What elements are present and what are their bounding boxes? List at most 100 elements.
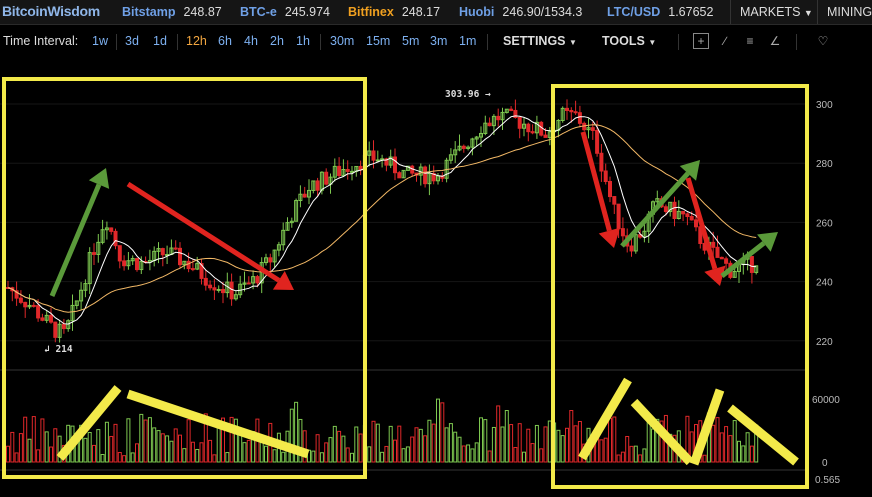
arrow-head	[679, 160, 700, 181]
ma-fast-line	[7, 115, 757, 325]
volume-bar	[719, 432, 724, 463]
volume-bar	[526, 428, 531, 463]
ticker-price: 246.90/1534.3	[502, 5, 583, 19]
volume-bar	[311, 450, 316, 463]
candle-body	[496, 115, 501, 121]
site-logo[interactable]: BitcoinWisdom	[2, 3, 100, 19]
candle-body	[663, 206, 668, 213]
interval-4h[interactable]: 4h	[244, 34, 258, 48]
volume-bar	[479, 417, 483, 463]
volume-bar	[629, 445, 634, 463]
volume-bar	[616, 454, 621, 463]
candle-body	[49, 314, 53, 323]
candle-body	[199, 263, 204, 279]
candle-body	[57, 323, 62, 338]
tools-label: TOOLS	[602, 34, 645, 48]
candle-body	[268, 257, 273, 263]
candle-body	[117, 245, 122, 262]
candle-body	[100, 229, 105, 243]
volume-bar	[620, 451, 625, 463]
candle-body	[590, 127, 595, 131]
candle-body	[40, 317, 45, 321]
ticker-btce[interactable]: BTC-e 245.974	[240, 5, 330, 19]
volume-bar	[229, 416, 234, 463]
interval-2h[interactable]: 2h	[270, 34, 284, 48]
volume-bar	[444, 427, 449, 463]
volume-bar	[233, 418, 238, 463]
arrow-shaft	[49, 183, 102, 297]
candle-body	[457, 145, 462, 151]
interval-1h[interactable]: 1h	[296, 34, 310, 48]
markets-menu[interactable]: MARKETS ▼	[740, 5, 813, 19]
interval-15m[interactable]: 15m	[366, 34, 391, 48]
interval-3d[interactable]: 3d	[125, 34, 139, 48]
interval-1m[interactable]: 1m	[459, 34, 477, 48]
mining-label: MINING	[827, 5, 872, 19]
candle-body	[74, 300, 79, 306]
divider	[487, 34, 488, 50]
ticker-ltcusd[interactable]: LTC/USD 1.67652	[607, 5, 713, 19]
settings-menu[interactable]: SETTINGS ▼	[503, 34, 577, 48]
tools-menu[interactable]: TOOLS ▼	[602, 34, 656, 48]
interval-6h[interactable]: 6h	[218, 34, 232, 48]
mining-menu[interactable]: MINING	[827, 5, 872, 19]
ticker-bitfinex[interactable]: Bitfinex 248.17	[348, 5, 440, 19]
bell-icon[interactable]: ♡	[817, 34, 829, 48]
top-bar: BitcoinWisdom Bitstamp 248.87 BTC-e 245.97…	[0, 0, 872, 25]
chart-grid	[0, 103, 808, 471]
volume-bar	[354, 426, 359, 463]
candle-body	[113, 230, 118, 247]
horizontal-lines-icon[interactable]: ≡	[746, 34, 754, 48]
candle-body	[139, 260, 144, 271]
interval-12h[interactable]: 12h	[186, 34, 207, 48]
moving-averages	[7, 115, 757, 325]
ticker-huobi[interactable]: Huobi 246.90/1534.3	[459, 5, 582, 19]
candle-body	[522, 123, 526, 129]
volume-trend-stroke	[630, 398, 694, 466]
candle-body	[401, 169, 406, 179]
volume-bar	[117, 452, 122, 463]
volume-bar	[405, 446, 410, 463]
volume-bar	[500, 426, 505, 463]
candle-body	[483, 122, 488, 134]
trendline-icon[interactable]: ∕	[723, 34, 726, 48]
y-tick-label: 220	[816, 337, 833, 348]
volume-bar	[371, 420, 376, 463]
interval-30m[interactable]: 30m	[330, 34, 355, 48]
volume-bar	[466, 444, 471, 463]
volume-bar	[358, 433, 363, 463]
interval-1w[interactable]: 1w	[92, 34, 108, 48]
candle-body	[405, 165, 410, 171]
ticker-name: LTC/USD	[607, 5, 661, 19]
ticker-name: BTC-e	[240, 5, 277, 19]
volume-bar	[655, 418, 660, 463]
volume-trend-stroke	[689, 388, 725, 466]
volume-bar	[573, 425, 578, 463]
candle-body	[285, 222, 290, 231]
candle-body	[109, 227, 114, 232]
volume-bar	[487, 450, 492, 463]
volume-bar	[410, 436, 415, 463]
candle-body	[79, 289, 84, 302]
arrow-shaft	[580, 131, 612, 232]
interval-3m[interactable]: 3m	[430, 34, 448, 48]
candle-body	[534, 121, 539, 134]
volume-bar	[18, 433, 23, 463]
volume-bar	[165, 435, 170, 463]
interval-1d[interactable]: 1d	[153, 34, 167, 48]
candle-body	[27, 304, 32, 308]
volume-bar	[612, 416, 617, 463]
ticker-bitstamp[interactable]: Bitstamp 248.87	[122, 5, 222, 19]
fibonacci-icon[interactable]: ∠	[769, 34, 781, 48]
volume-bar	[504, 410, 509, 463]
volume-bar	[461, 445, 466, 463]
candle-body	[182, 260, 187, 266]
crosshair-icon[interactable]: +	[693, 33, 709, 49]
volume-bar	[384, 445, 389, 463]
volume-bar	[560, 435, 565, 463]
volume-bar	[401, 448, 406, 463]
candle-body	[332, 165, 337, 178]
volume-bar	[53, 428, 58, 463]
interval-5m[interactable]: 5m	[402, 34, 420, 48]
